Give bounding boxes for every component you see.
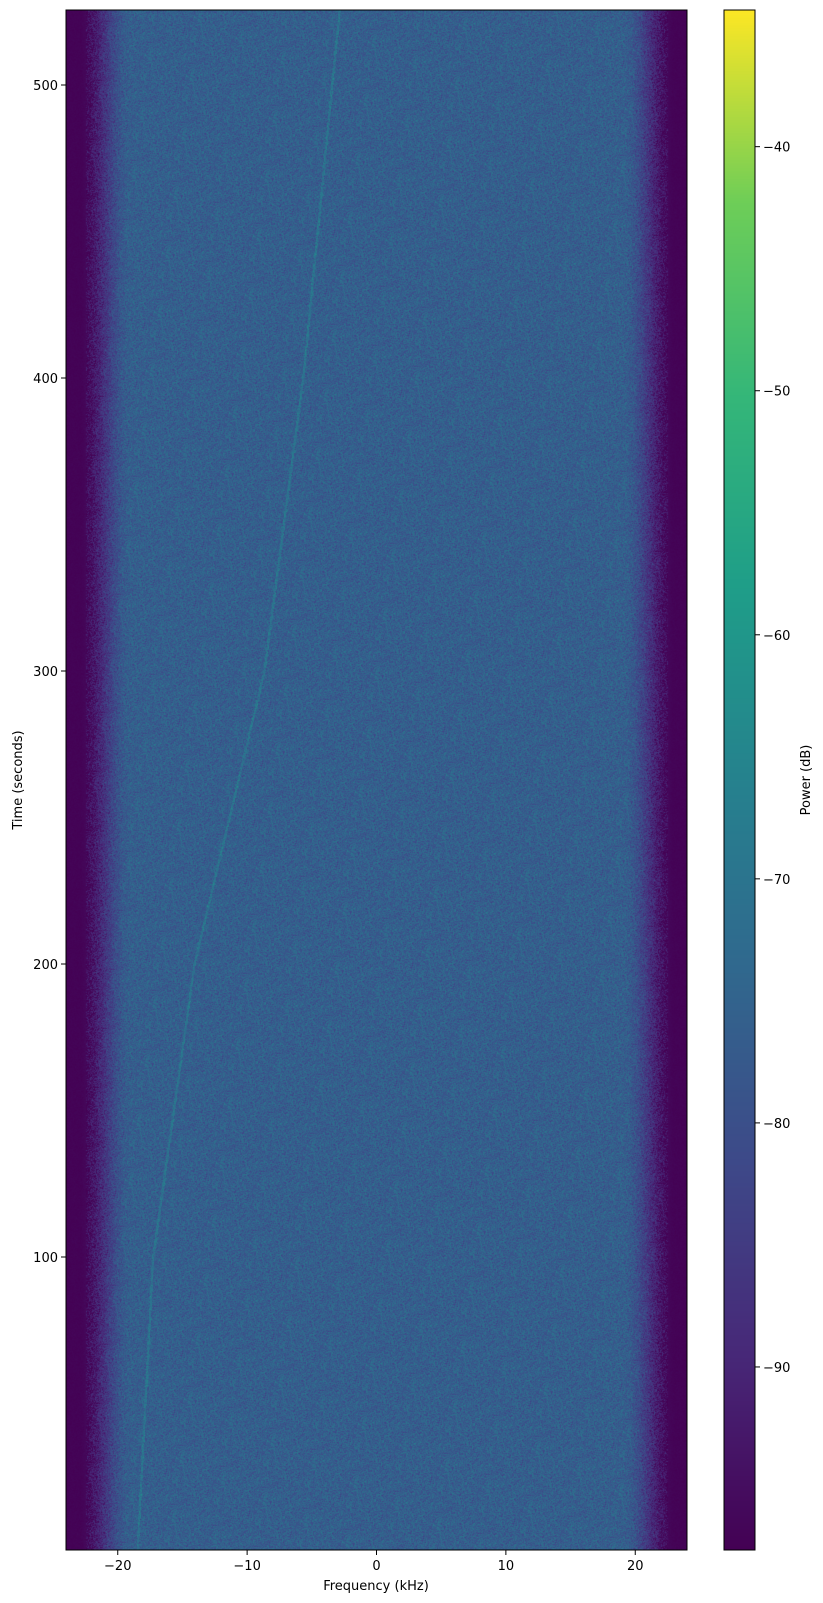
plot-frame <box>65 9 688 1551</box>
y-tick-label: 500 <box>33 79 58 94</box>
y-tick-label: 100 <box>33 1251 58 1266</box>
x-tick-label: −10 <box>233 1559 260 1574</box>
y-tick-label: 200 <box>33 958 58 973</box>
y-axis-label: Time (seconds) <box>11 730 26 830</box>
colorbar-label: Power (dB) <box>799 745 814 816</box>
colorbar-tick-label: −80 <box>763 1117 790 1132</box>
y-tick-label: 300 <box>33 665 58 680</box>
x-tick-label: 10 <box>498 1559 515 1574</box>
x-tick-label: −20 <box>104 1559 131 1574</box>
y-axis-ticks: 100 200 300 400 500 <box>33 79 66 1266</box>
colorbar-tick-label: −70 <box>763 873 790 888</box>
x-tick-label: 0 <box>372 1559 380 1574</box>
colorbar-tick-label: −50 <box>763 385 790 400</box>
colorbar-tick-label: −60 <box>763 629 790 644</box>
y-tick-label: 400 <box>33 372 58 387</box>
colorbar-tick-label: −90 <box>763 1361 790 1376</box>
x-axis-label: Frequency (kHz) <box>323 1579 429 1594</box>
x-axis-ticks: −20 −10 0 10 20 <box>104 1550 644 1574</box>
colorbar-ticks: −90 −80 −70 −60 −50 −40 <box>755 141 790 1376</box>
spectrogram-heatmap <box>66 10 687 1550</box>
colorbar-gradient <box>724 10 755 1550</box>
colorbar-frame <box>723 9 756 1551</box>
x-tick-label: 20 <box>627 1559 644 1574</box>
colorbar-tick-label: −40 <box>763 141 790 156</box>
